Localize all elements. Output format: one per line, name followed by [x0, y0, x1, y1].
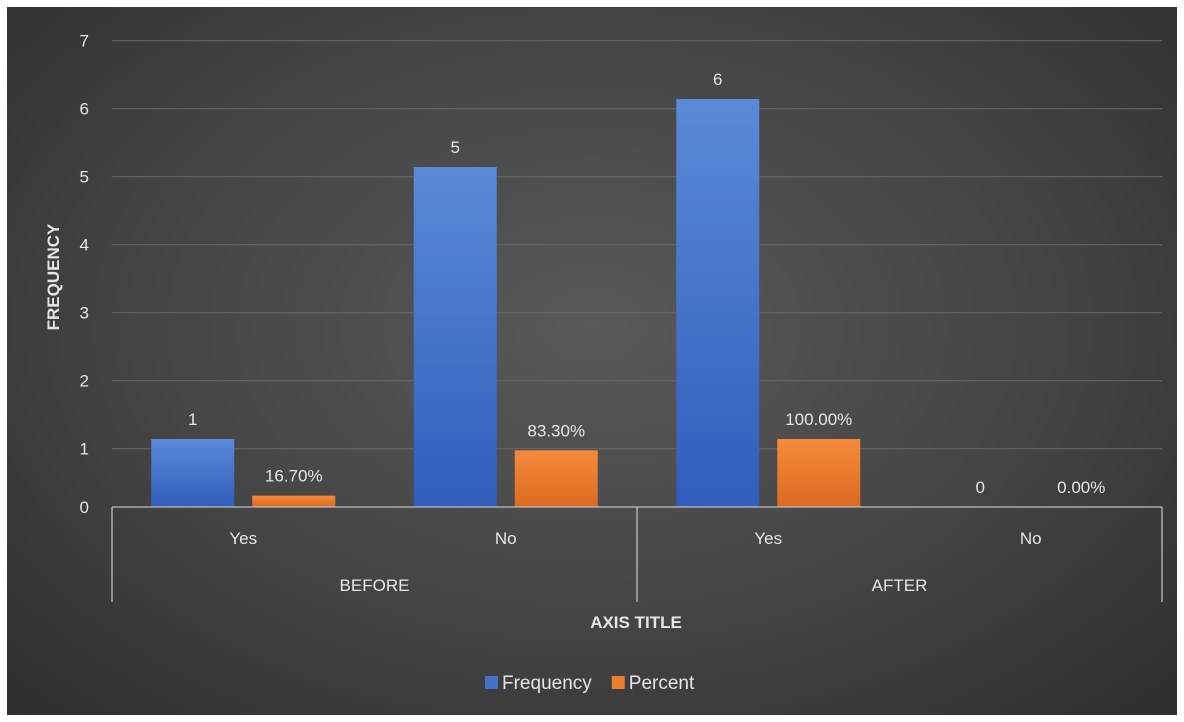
bar-frequency [676, 99, 760, 507]
chart-frame: 1 16.70% 5 83.30% 6 100.00% 0 0.00% Yes No BEFORE… [7, 7, 1177, 715]
data-label: 0 [976, 478, 985, 497]
legend-swatch [485, 676, 498, 689]
data-label: 100.00% [785, 410, 852, 429]
chart-svg: 1 16.70% 5 83.30% 6 100.00% 0 0.00% Yes No BEFORE… [44, 32, 1163, 694]
data-label: 0.00% [1057, 478, 1105, 497]
bars [151, 99, 861, 507]
x-axis: Yes No BEFORE Yes No AFTER [111, 506, 1163, 602]
legend-swatch [611, 676, 625, 689]
data-label: 6 [713, 70, 722, 89]
legend-item-frequency: Frequency [485, 673, 592, 694]
y-axis-ticks: 0 1 2 3 4 5 6 7 [80, 32, 89, 517]
data-label: 16.70% [265, 467, 323, 486]
gridlines [112, 40, 1162, 450]
y-tick-label: 7 [80, 32, 89, 51]
y-tick-label: 0 [80, 498, 89, 517]
y-tick-label: 6 [80, 100, 89, 119]
x-group-label: BEFORE [340, 576, 410, 595]
data-label: 83.30% [527, 421, 585, 440]
bar-frequency [151, 439, 235, 507]
bar-percent [252, 495, 336, 507]
legend-item-percent: Percent [611, 673, 695, 694]
x-axis-title: AXIS TITLE [590, 613, 682, 632]
data-label: 1 [188, 410, 197, 429]
x-category-label: Yes [754, 529, 782, 548]
x-category-label: No [495, 529, 517, 548]
bar-frequency [413, 167, 497, 507]
y-axis-title: FREQUENCY [44, 223, 63, 330]
x-category-label: Yes [229, 529, 257, 548]
legend-label: Frequency [502, 673, 592, 694]
x-group-label: AFTER [872, 576, 928, 595]
bar-percent [777, 439, 861, 507]
y-tick-label: 2 [80, 372, 89, 391]
y-tick-label: 4 [80, 236, 89, 255]
x-category-label: No [1020, 529, 1042, 548]
bar-percent [514, 450, 598, 507]
y-tick-label: 1 [80, 440, 89, 459]
data-label: 5 [451, 138, 460, 157]
legend-label: Percent [629, 673, 695, 694]
y-tick-label: 3 [80, 304, 89, 323]
legend: Frequency Percent [485, 673, 695, 694]
y-tick-label: 5 [80, 168, 89, 187]
data-labels: 1 16.70% 5 83.30% 6 100.00% 0 0.00% [188, 70, 1105, 497]
